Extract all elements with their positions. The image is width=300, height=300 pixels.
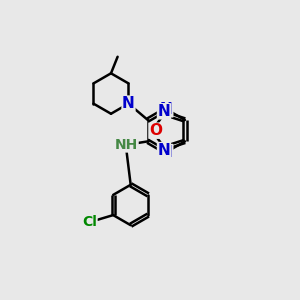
Text: O: O	[149, 123, 162, 138]
Text: N: N	[160, 145, 173, 160]
Text: Cl: Cl	[82, 215, 97, 229]
Text: N: N	[160, 102, 173, 117]
Text: N: N	[158, 104, 170, 119]
Text: NH: NH	[115, 138, 138, 152]
Text: N: N	[158, 142, 170, 158]
Text: N: N	[122, 96, 135, 111]
